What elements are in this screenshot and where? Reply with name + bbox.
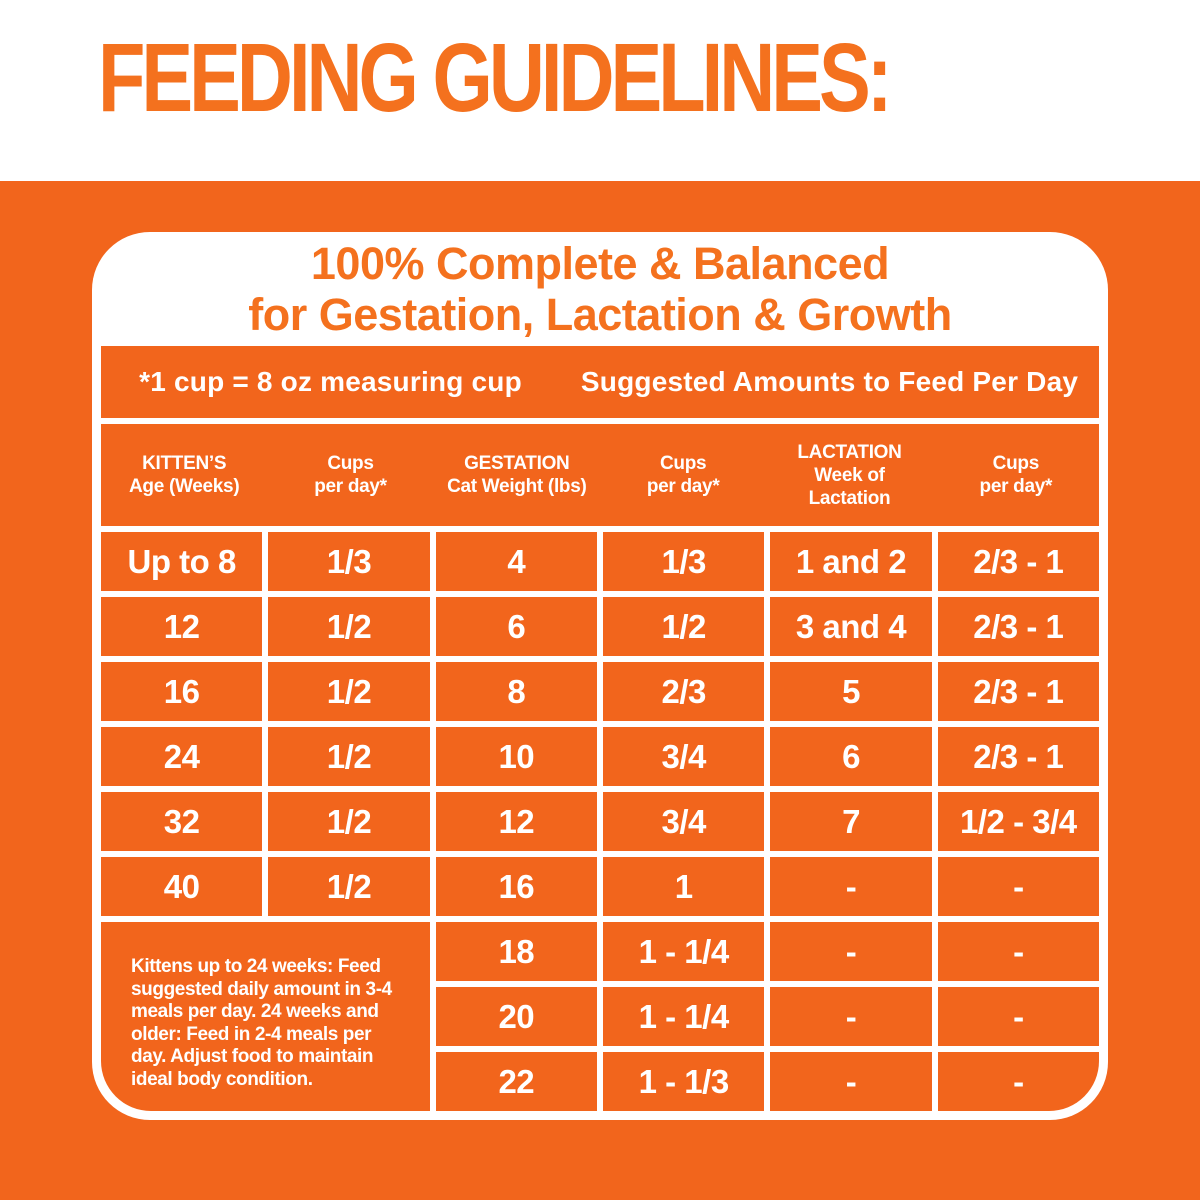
table-cell: -	[770, 1052, 932, 1111]
table-cell: 5	[770, 662, 932, 721]
table-cell: 2/3 - 1	[937, 662, 1099, 721]
feeding-instructions-note: Kittens up to 24 weeks: Feed suggested d…	[101, 922, 430, 1111]
column-header-lactation-week: LACTATION Week of Lactation	[797, 441, 902, 509]
table-cell: 2/3 - 1	[937, 597, 1099, 656]
table-cell: 18	[435, 922, 597, 981]
table-cell: -	[770, 857, 932, 916]
table-cell: -	[937, 922, 1099, 981]
table-cell: 40	[101, 857, 263, 916]
table-cell: 16	[435, 857, 597, 916]
page-title: FEEDING GUIDELINES:	[98, 23, 893, 132]
table-cell: 12	[435, 792, 597, 851]
table-cell: 1/2	[268, 597, 430, 656]
panel-title-line1: 100% Complete & Balanced	[310, 238, 890, 289]
table-cell: 1/2	[268, 727, 430, 786]
table-cell: -	[770, 987, 932, 1046]
table-cell: 3/4	[602, 792, 765, 851]
table-cell: 8	[435, 662, 597, 721]
guidelines-panel: 100% Complete & Balanced for Gestation, …	[92, 232, 1108, 1120]
table-cell: 1 - 1/3	[602, 1052, 765, 1111]
table-cell: 1 - 1/4	[602, 922, 765, 981]
column-header-cups-3: Cups per day*	[979, 453, 1053, 497]
table-cell: 2/3	[602, 662, 765, 721]
table-cell: 6	[770, 727, 932, 786]
table-cell: Up to 8	[101, 532, 263, 591]
table-cell: -	[937, 857, 1099, 916]
table-header-row: KITTEN’S Age (Weeks) Cups per day* GESTA…	[101, 424, 1099, 526]
panel-title-line2: for Gestation, Lactation & Growth	[248, 289, 952, 340]
table-cell: 1/2	[268, 792, 430, 851]
column-header-gestation-weight: GESTATION Cat Weight (lbs)	[447, 453, 587, 497]
table-cell: 7	[770, 792, 932, 851]
column-header-kittens-age: KITTEN’S Age (Weeks)	[128, 453, 240, 497]
table-cell: 6	[435, 597, 597, 656]
feeding-table-wrap: *1 cup = 8 oz measuring cup Suggested Am…	[101, 346, 1099, 1111]
table-cell: 10	[435, 727, 597, 786]
table-cell: 3 and 4	[770, 597, 932, 656]
panel-title: 100% Complete & Balanced for Gestation, …	[101, 232, 1099, 346]
table-cell: 1/2 - 3/4	[937, 792, 1099, 851]
table-subheader-row: *1 cup = 8 oz measuring cup Suggested Am…	[101, 346, 1099, 418]
table-cell: 20	[435, 987, 597, 1046]
table-cell: 12	[101, 597, 263, 656]
table-cell: 2/3 - 1	[937, 532, 1099, 591]
measuring-cup-note: *1 cup = 8 oz measuring cup	[139, 366, 522, 397]
feeding-table: *1 cup = 8 oz measuring cup Suggested Am…	[101, 346, 1099, 1111]
table-cell: 3/4	[602, 727, 765, 786]
table-cell: 2/3 - 1	[937, 727, 1099, 786]
table-cell: 16	[101, 662, 263, 721]
column-header-cups-2: Cups per day*	[646, 453, 720, 497]
table-cell: 24	[101, 727, 263, 786]
table-cell: 1/3	[602, 532, 765, 591]
column-header-cups-1: Cups per day*	[314, 453, 387, 497]
table-cell: 22	[435, 1052, 597, 1111]
table-cell: 1/2	[268, 857, 430, 916]
table-cell: 1	[602, 857, 765, 916]
table-cell: -	[937, 1052, 1099, 1111]
table-cell: 1/2	[602, 597, 765, 656]
table-cell: 1 and 2	[770, 532, 932, 591]
table-cell: 1/3	[268, 532, 430, 591]
table-cell: -	[937, 987, 1099, 1046]
table-cell: 4	[435, 532, 597, 591]
table-cell: 1/2	[268, 662, 430, 721]
table-cell: 1 - 1/4	[602, 987, 765, 1046]
header-band: FEEDING GUIDELINES:	[0, 0, 1200, 181]
table-cell: -	[770, 922, 932, 981]
table-cell: 32	[101, 792, 263, 851]
amounts-heading: Suggested Amounts to Feed Per Day	[580, 366, 1079, 397]
